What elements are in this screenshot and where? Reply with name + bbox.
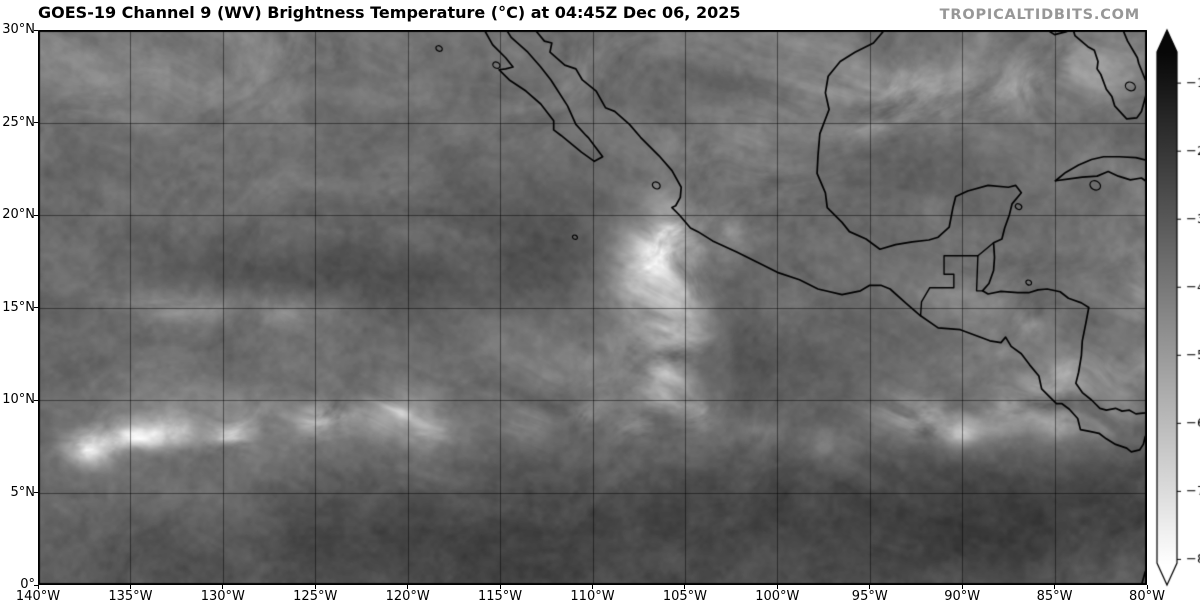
y-tick-mark <box>34 214 38 216</box>
satellite-map-canvas <box>38 30 1147 585</box>
y-tick-label: 20°N <box>2 207 35 222</box>
map-frame <box>38 30 1147 585</box>
y-tick-label: 30°N <box>2 22 35 37</box>
y-tick-mark <box>34 492 38 493</box>
x-tick-mark <box>37 585 39 589</box>
x-tick-mark <box>1146 585 1148 589</box>
x-tick-mark <box>592 585 593 589</box>
x-tick-label: 100°W <box>755 589 800 604</box>
x-tick-label: 85°W <box>1036 589 1073 604</box>
y-tick-mark <box>34 122 38 123</box>
x-tick-mark <box>129 585 131 589</box>
x-tick-label: 80°W <box>1129 589 1165 604</box>
x-tick-label: 135°W <box>108 589 153 604</box>
x-tick-mark <box>314 585 316 589</box>
page-title: GOES-19 Channel 9 (WV) Brightness Temper… <box>38 3 741 22</box>
x-tick-mark <box>407 585 409 589</box>
y-tick-label: 5°N <box>10 484 36 500</box>
y-tick-label: 10°N <box>2 392 35 407</box>
x-tick-mark <box>1054 585 1056 589</box>
colorbar-canvas <box>1155 28 1200 588</box>
y-tick-mark <box>34 584 38 586</box>
y-tick-label: 0° <box>20 577 35 592</box>
colorbar-temperature-scale <box>1155 28 1200 588</box>
x-tick-label: 110°W <box>570 589 615 604</box>
y-tick-mark <box>34 399 38 401</box>
x-tick-label: 130°W <box>200 589 245 604</box>
x-tick-mark <box>499 585 501 589</box>
x-tick-mark <box>961 585 963 589</box>
y-tick-label: 25°N <box>2 114 35 130</box>
y-tick-mark <box>34 29 38 31</box>
x-tick-label: 120°W <box>385 589 430 604</box>
x-tick-label: 105°W <box>662 589 707 604</box>
x-tick-label: 95°W <box>851 589 888 604</box>
x-tick-mark <box>222 585 224 589</box>
y-tick-label: 15°N <box>2 299 35 315</box>
x-tick-label: 140°W <box>15 589 61 604</box>
x-tick-mark <box>684 585 686 589</box>
x-tick-label: 125°W <box>293 589 338 604</box>
watermark-tropicaltidbits: TROPICALTIDBITS.COM <box>939 7 1140 23</box>
y-tick-mark <box>34 307 38 308</box>
x-tick-mark <box>869 585 871 589</box>
x-tick-label: 90°W <box>944 589 981 604</box>
x-tick-mark <box>776 585 778 589</box>
x-tick-label: 115°W <box>477 589 523 604</box>
